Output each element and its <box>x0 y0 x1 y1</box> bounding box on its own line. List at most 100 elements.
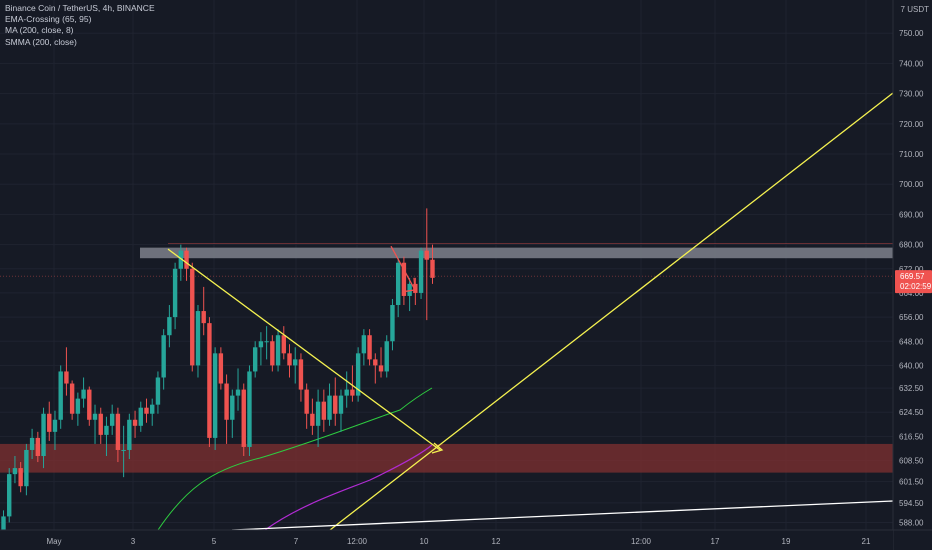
candle-body <box>401 262 407 296</box>
current-price-tag <box>895 270 932 294</box>
candle-body <box>355 353 361 396</box>
candles <box>1 208 435 541</box>
candle-body <box>52 419 58 432</box>
candle-body <box>58 371 63 420</box>
time-tick-label: 3 <box>131 537 136 546</box>
candle-body <box>275 335 281 366</box>
price-tick-label: 672.00 <box>899 265 924 274</box>
candle-body <box>327 395 332 420</box>
candle-body <box>270 341 275 366</box>
resistance-zone <box>140 247 893 259</box>
time-tick-label: 12 <box>492 537 501 546</box>
grid <box>0 0 893 530</box>
indicator-ma[interactable]: MA (200, close, 8) <box>5 25 74 36</box>
candle-body <box>395 262 401 306</box>
trendline-up <box>329 92 894 531</box>
candle-body <box>287 353 292 366</box>
candle-body <box>241 389 246 447</box>
currency-label: 7 USDT <box>901 5 930 14</box>
price-tick-label: 710.00 <box>899 150 924 159</box>
time-tick-label: 5 <box>212 537 217 546</box>
time-tick-label: 10 <box>420 537 429 546</box>
candle-body <box>190 268 195 366</box>
current-price-text: 669.57 <box>900 272 925 281</box>
candle-body <box>35 437 41 457</box>
candle-body <box>195 311 201 366</box>
candle-body <box>350 389 355 396</box>
price-tick-label: 750.00 <box>899 29 924 38</box>
candle-body <box>367 335 372 360</box>
price-tick-label: 690.00 <box>899 210 924 219</box>
indicator-smma[interactable]: SMMA (200, close) <box>5 36 77 47</box>
candle-body <box>121 449 126 451</box>
candle-body <box>87 389 92 420</box>
price-tick-label: 608.50 <box>899 457 924 466</box>
candle-body <box>344 389 349 396</box>
candle-body <box>338 395 344 414</box>
candle-body <box>155 377 161 405</box>
candle-body <box>150 404 155 414</box>
candle-body <box>230 395 235 420</box>
time-axis <box>0 530 893 550</box>
price-tick-label: 720.00 <box>899 120 924 129</box>
candle-body <box>132 419 138 426</box>
price-tick-label: 632.50 <box>899 384 924 393</box>
candle-body <box>75 398 81 414</box>
price-tick-label: 730.00 <box>899 90 924 99</box>
price-tick-label: 616.50 <box>899 432 924 441</box>
candle-body <box>69 383 75 414</box>
candle-body <box>235 389 241 396</box>
candle-body <box>293 359 298 366</box>
candle-body <box>47 413 52 432</box>
candle-body <box>12 468 18 475</box>
price-tick-label: 664.00 <box>899 289 924 298</box>
candle-body <box>361 335 367 354</box>
candle-body <box>424 250 429 260</box>
candle-body <box>224 383 229 420</box>
candle-body <box>304 389 309 414</box>
candle-body <box>310 413 315 426</box>
time-tick-label: 21 <box>862 537 871 546</box>
time-tick-label: 7 <box>294 537 299 546</box>
countdown-text: 02:02:59 <box>900 282 932 291</box>
candle-body <box>18 468 23 487</box>
price-tick-label: 588.00 <box>899 518 924 527</box>
symbol-title[interactable]: Binance Coin / TetherUS, 4h, BINANCE <box>5 3 155 13</box>
smma-line <box>264 444 433 531</box>
candle-body <box>418 250 424 293</box>
zones <box>0 243 893 473</box>
time-tick-label: May <box>46 537 61 546</box>
price-tick-label: 700.00 <box>899 180 924 189</box>
candle-body <box>92 413 98 420</box>
candle-body <box>81 389 86 399</box>
candle-body <box>104 425 109 435</box>
candle-body <box>7 474 12 517</box>
candle-body <box>161 335 166 378</box>
candle-body <box>115 413 121 450</box>
price-tick-label: 601.50 <box>899 478 924 487</box>
indicator-ema-crossing[interactable]: EMA-Crossing (65, 95) <box>5 14 92 25</box>
candle-body <box>378 365 384 372</box>
price-tick-label: 594.50 <box>899 499 924 508</box>
trendline-down <box>167 248 441 451</box>
candle-body <box>144 407 149 414</box>
time-tick-label: 17 <box>711 537 720 546</box>
candle-body <box>258 341 264 348</box>
candle-body <box>430 259 435 278</box>
legend: Binance Coin / TetherUS, 4h, BINANCE EMA… <box>5 3 155 48</box>
drawings[interactable] <box>167 92 894 531</box>
candle-body <box>24 449 29 487</box>
time-tick-label: 12:00 <box>347 537 368 546</box>
candle-body <box>64 371 69 384</box>
time-tick-label: 19 <box>782 537 791 546</box>
candle-body <box>178 250 184 269</box>
candle-body <box>167 317 172 336</box>
candle-body <box>384 341 389 372</box>
candle-body <box>247 371 252 447</box>
candle-body <box>41 413 46 457</box>
candle-body <box>218 353 224 384</box>
candle-body <box>321 401 327 420</box>
